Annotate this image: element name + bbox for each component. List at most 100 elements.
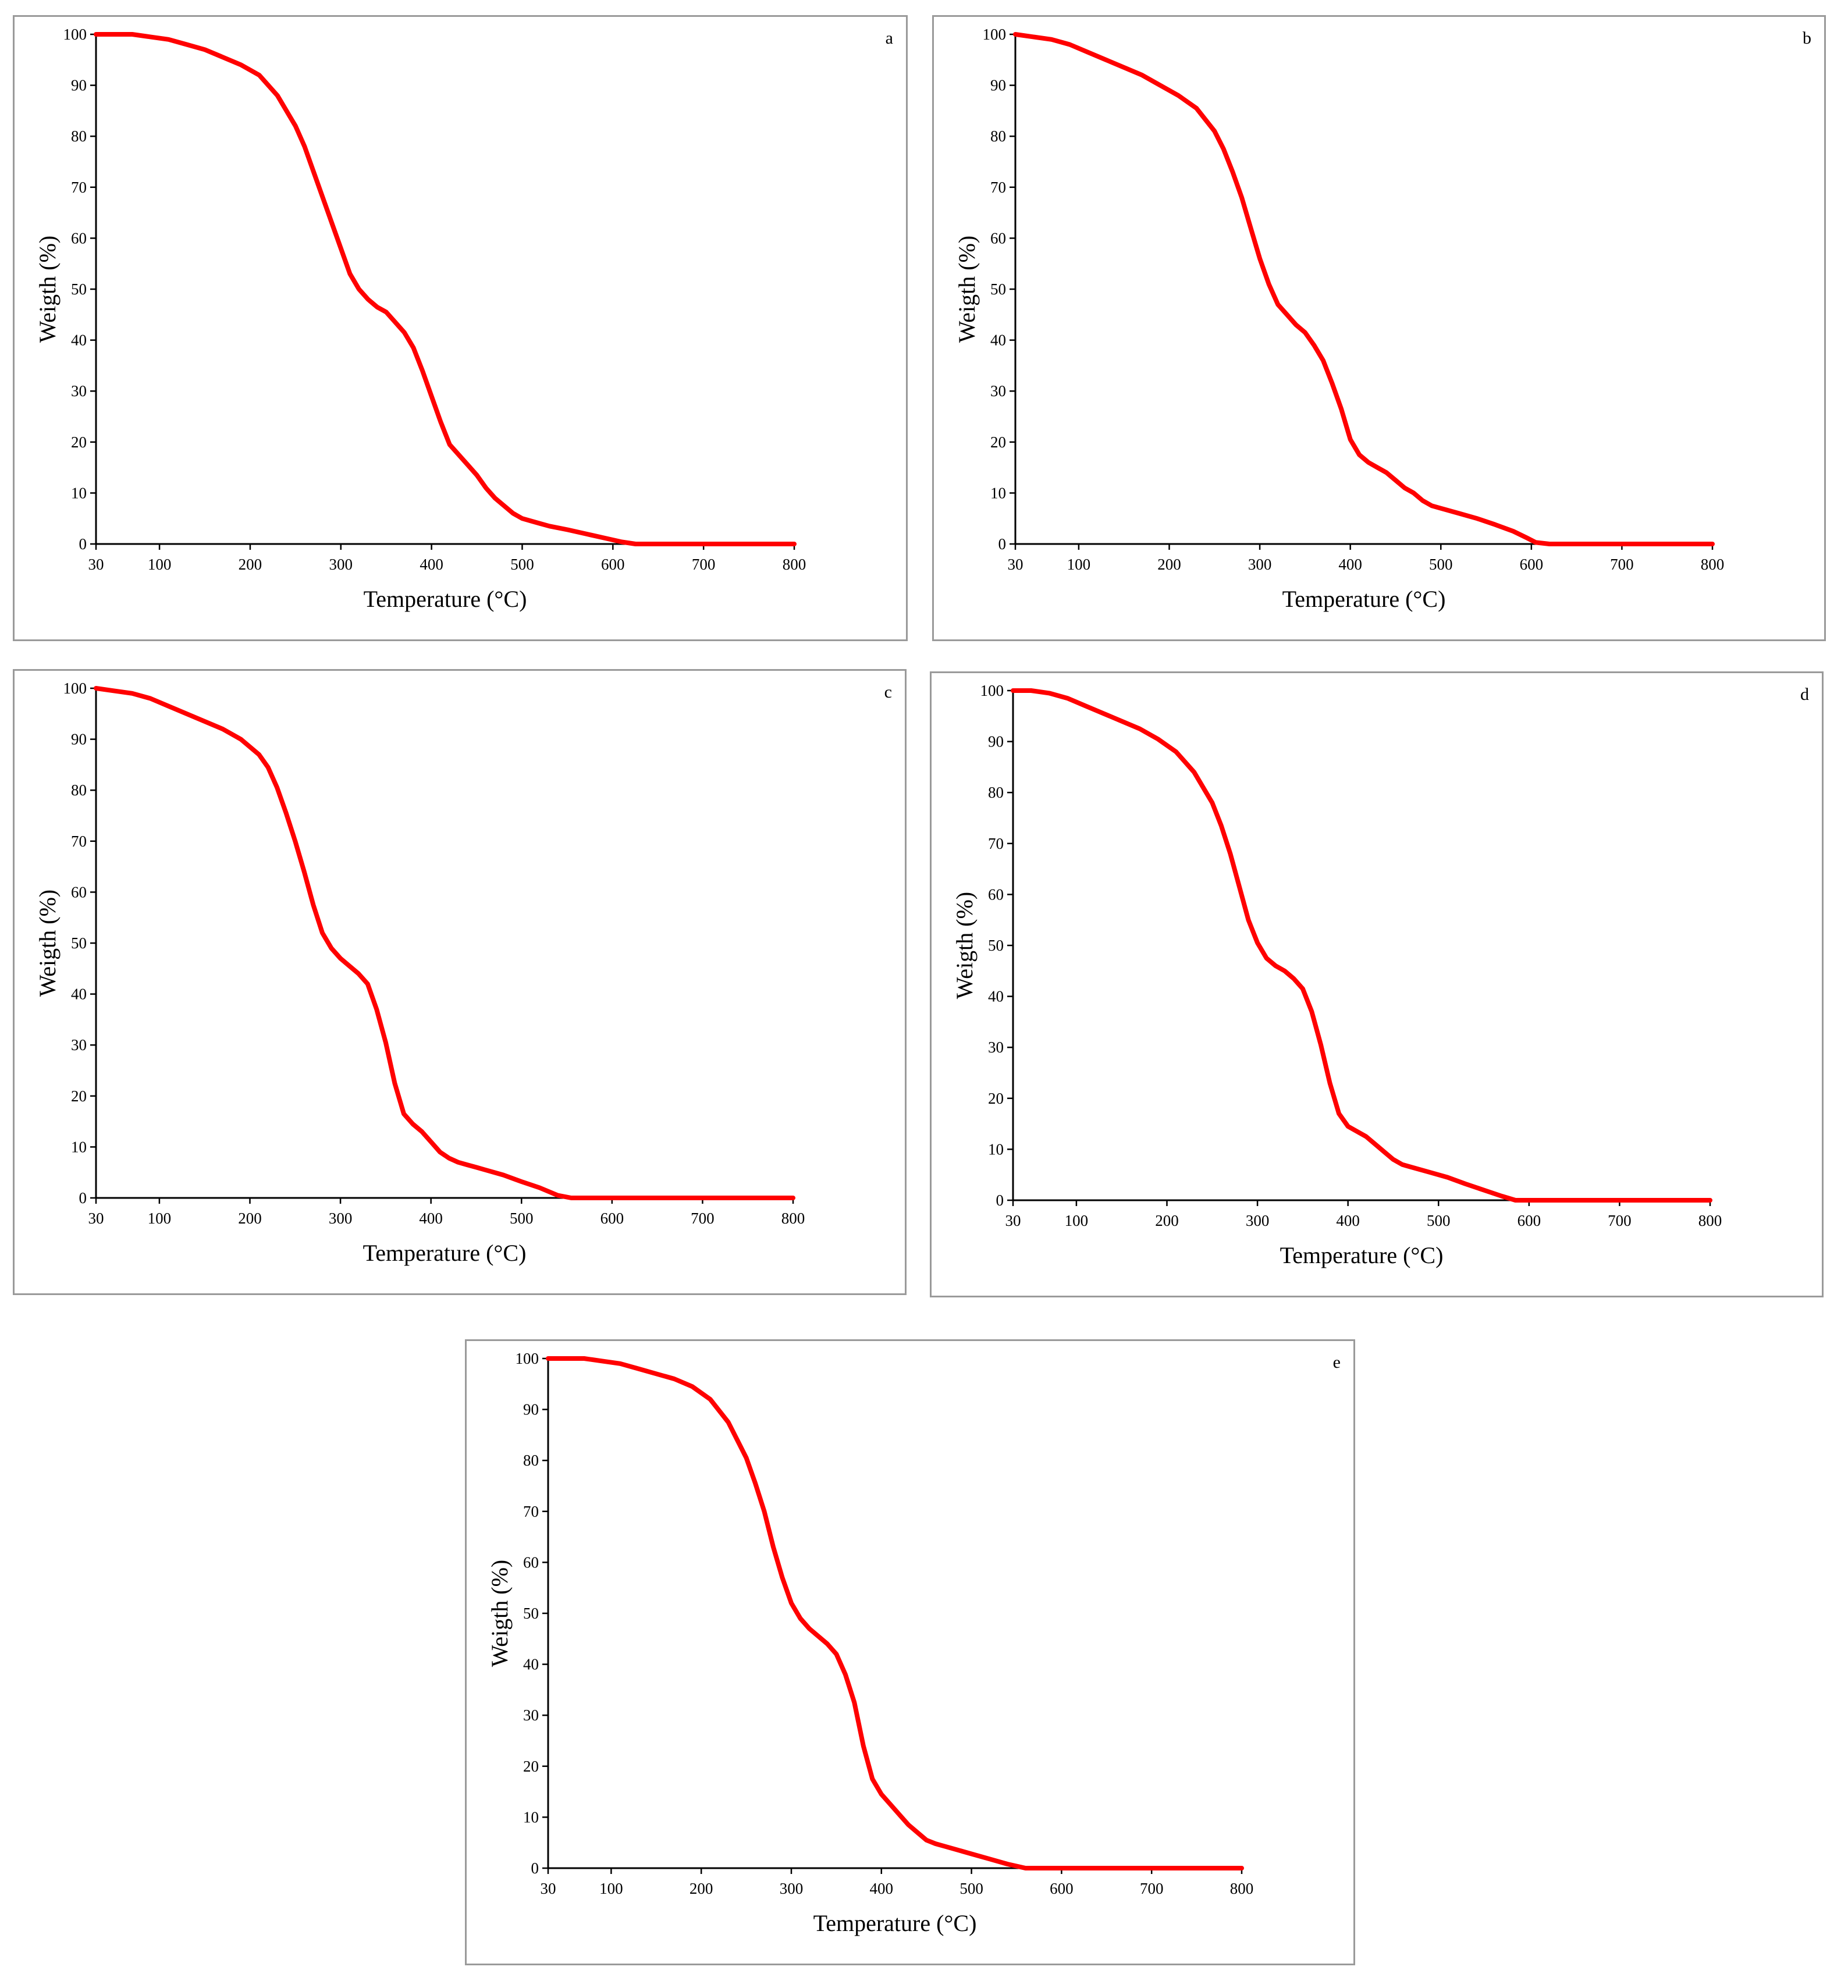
chart-svg: 0 10 20 30 40 50 60 70 80 90 100 30 100 200 300 400 500 6…: [954, 26, 1811, 612]
panel-label: d: [1800, 685, 1809, 704]
x-tick-label: 100: [1065, 1212, 1089, 1229]
y-tick-label: 100: [516, 1350, 539, 1367]
y-tick-label: 0: [998, 535, 1007, 553]
y-tick-label: 70: [71, 833, 87, 850]
x-tick-label: 200: [239, 556, 262, 573]
x-tick-label: 600: [600, 1210, 624, 1227]
x-tick-label: 100: [599, 1880, 623, 1897]
y-tick-label: 20: [988, 1090, 1004, 1107]
y-tick-label: 90: [523, 1401, 539, 1418]
y-tick-label: 90: [71, 731, 87, 748]
chart-panel-e: 0 10 20 30 40 50 60 70 80 90 100 30 100 200 300 400 500 6…: [465, 1339, 1355, 1965]
x-tick-label: 200: [1157, 556, 1181, 573]
x-tick-label: 300: [1248, 556, 1272, 573]
y-tick-label: 60: [523, 1553, 539, 1571]
y-tick-label: 90: [990, 77, 1006, 94]
x-tick-label: 500: [1429, 556, 1453, 573]
x-tick-label: 800: [781, 1210, 805, 1227]
y-tick-label: 0: [79, 535, 87, 553]
x-tick-label: 100: [1067, 556, 1091, 573]
y-tick-label: 10: [988, 1140, 1004, 1158]
y-tick-label: 90: [71, 77, 87, 94]
chart-svg: 0 10 20 30 40 50 60 70 80 90 100 30 100 200 300 400 500 6…: [34, 680, 892, 1266]
x-tick-label: 600: [601, 556, 625, 573]
y-tick-label: 100: [983, 26, 1007, 43]
x-tick-label: 500: [510, 1210, 534, 1227]
x-tick-label: 600: [1518, 1212, 1541, 1229]
x-axis-title: Temperature (°C): [1280, 1242, 1444, 1268]
chart-panel-a: 0 10 20 30 40 50 60 70 80 90 100 30 100 200 300 400 500 6…: [13, 15, 908, 641]
y-tick-label: 100: [63, 680, 87, 697]
x-tick-label: 400: [1338, 556, 1362, 573]
y-tick-label: 50: [990, 280, 1006, 298]
y-tick-label: 70: [988, 835, 1004, 852]
x-axis-title: Temperature (°C): [813, 1910, 977, 1936]
y-tick-label: 30: [988, 1039, 1004, 1056]
tga-curve: [94, 686, 795, 1200]
y-tick-label: 10: [990, 484, 1006, 502]
y-tick-label: 80: [990, 127, 1006, 145]
x-tick-label: 30: [1008, 556, 1023, 573]
x-tick-label: 30: [1005, 1212, 1021, 1229]
x-tick-label: 200: [690, 1880, 713, 1897]
y-tick-label: 30: [990, 382, 1006, 400]
y-tick-label: 40: [71, 332, 87, 349]
x-tick-label: 800: [1230, 1880, 1254, 1897]
y-tick-label: 40: [990, 332, 1006, 349]
y-tick-label: 60: [71, 229, 87, 247]
y-tick-label: 80: [523, 1452, 539, 1469]
x-tick-label: 500: [1427, 1212, 1451, 1229]
y-tick-label: 0: [996, 1192, 1004, 1209]
y-tick-label: 40: [523, 1656, 539, 1673]
x-tick-label: 600: [1050, 1880, 1074, 1897]
y-axis-title: Weigth (%): [34, 890, 61, 997]
chart-panel-b: 0 10 20 30 40 50 60 70 80 90 100 30 100 200 300 400 500 6…: [932, 15, 1826, 641]
x-tick-label: 200: [1155, 1212, 1179, 1229]
y-tick-label: 20: [71, 433, 87, 451]
x-tick-label: 30: [88, 1210, 104, 1227]
x-tick-label: 800: [1701, 556, 1725, 573]
y-tick-label: 70: [523, 1503, 539, 1520]
x-tick-label: 300: [780, 1880, 804, 1897]
x-tick-label: 800: [1698, 1212, 1722, 1229]
panel-label: b: [1803, 29, 1811, 48]
y-tick-label: 10: [71, 1138, 87, 1155]
y-tick-label: 70: [71, 179, 87, 196]
x-tick-label: 400: [870, 1880, 894, 1897]
x-tick-label: 100: [148, 1210, 172, 1227]
y-tick-label: 60: [990, 229, 1006, 247]
x-tick-label: 700: [1610, 556, 1634, 573]
panel-label: a: [886, 29, 893, 48]
y-tick-label: 50: [71, 934, 87, 952]
x-axis-title: Temperature (°C): [1282, 586, 1446, 612]
y-tick-label: 50: [988, 937, 1004, 954]
y-tick-label: 30: [71, 382, 87, 400]
y-tick-label: 20: [71, 1087, 87, 1105]
y-tick-label: 40: [71, 986, 87, 1003]
chart-panel-d: 0 10 20 30 40 50 60 70 80 90 100 30 100 200 300 400 500 6…: [930, 671, 1824, 1297]
y-tick-label: 40: [988, 988, 1004, 1005]
y-tick-label: 80: [71, 781, 87, 799]
panel-label: e: [1333, 1353, 1341, 1372]
y-tick-label: 50: [523, 1605, 539, 1622]
y-axis-title: Weigth (%): [34, 236, 61, 343]
x-tick-label: 800: [783, 556, 806, 573]
chart-svg: 0 10 20 30 40 50 60 70 80 90 100 30 100 200 300 400 500 6…: [486, 1350, 1341, 1936]
y-tick-label: 0: [79, 1189, 87, 1207]
x-tick-label: 700: [692, 556, 716, 573]
y-tick-label: 20: [990, 433, 1006, 451]
x-tick-label: 100: [148, 556, 172, 573]
y-axis-title: Weigth (%): [486, 1560, 513, 1667]
chart-svg: 0 10 20 30 40 50 60 70 80 90 100 30 100 200 300 400 500 6…: [34, 26, 893, 612]
x-tick-label: 500: [510, 556, 534, 573]
y-tick-label: 70: [990, 179, 1006, 196]
y-tick-label: 90: [988, 733, 1004, 751]
tga-curve: [94, 32, 797, 546]
y-tick-label: 60: [71, 883, 87, 901]
x-tick-label: 30: [541, 1880, 556, 1897]
tga-curve: [1011, 688, 1712, 1203]
tga-curve: [1013, 32, 1715, 546]
y-tick-label: 100: [980, 682, 1004, 699]
y-tick-label: 0: [531, 1859, 539, 1877]
x-tick-label: 200: [238, 1210, 262, 1227]
